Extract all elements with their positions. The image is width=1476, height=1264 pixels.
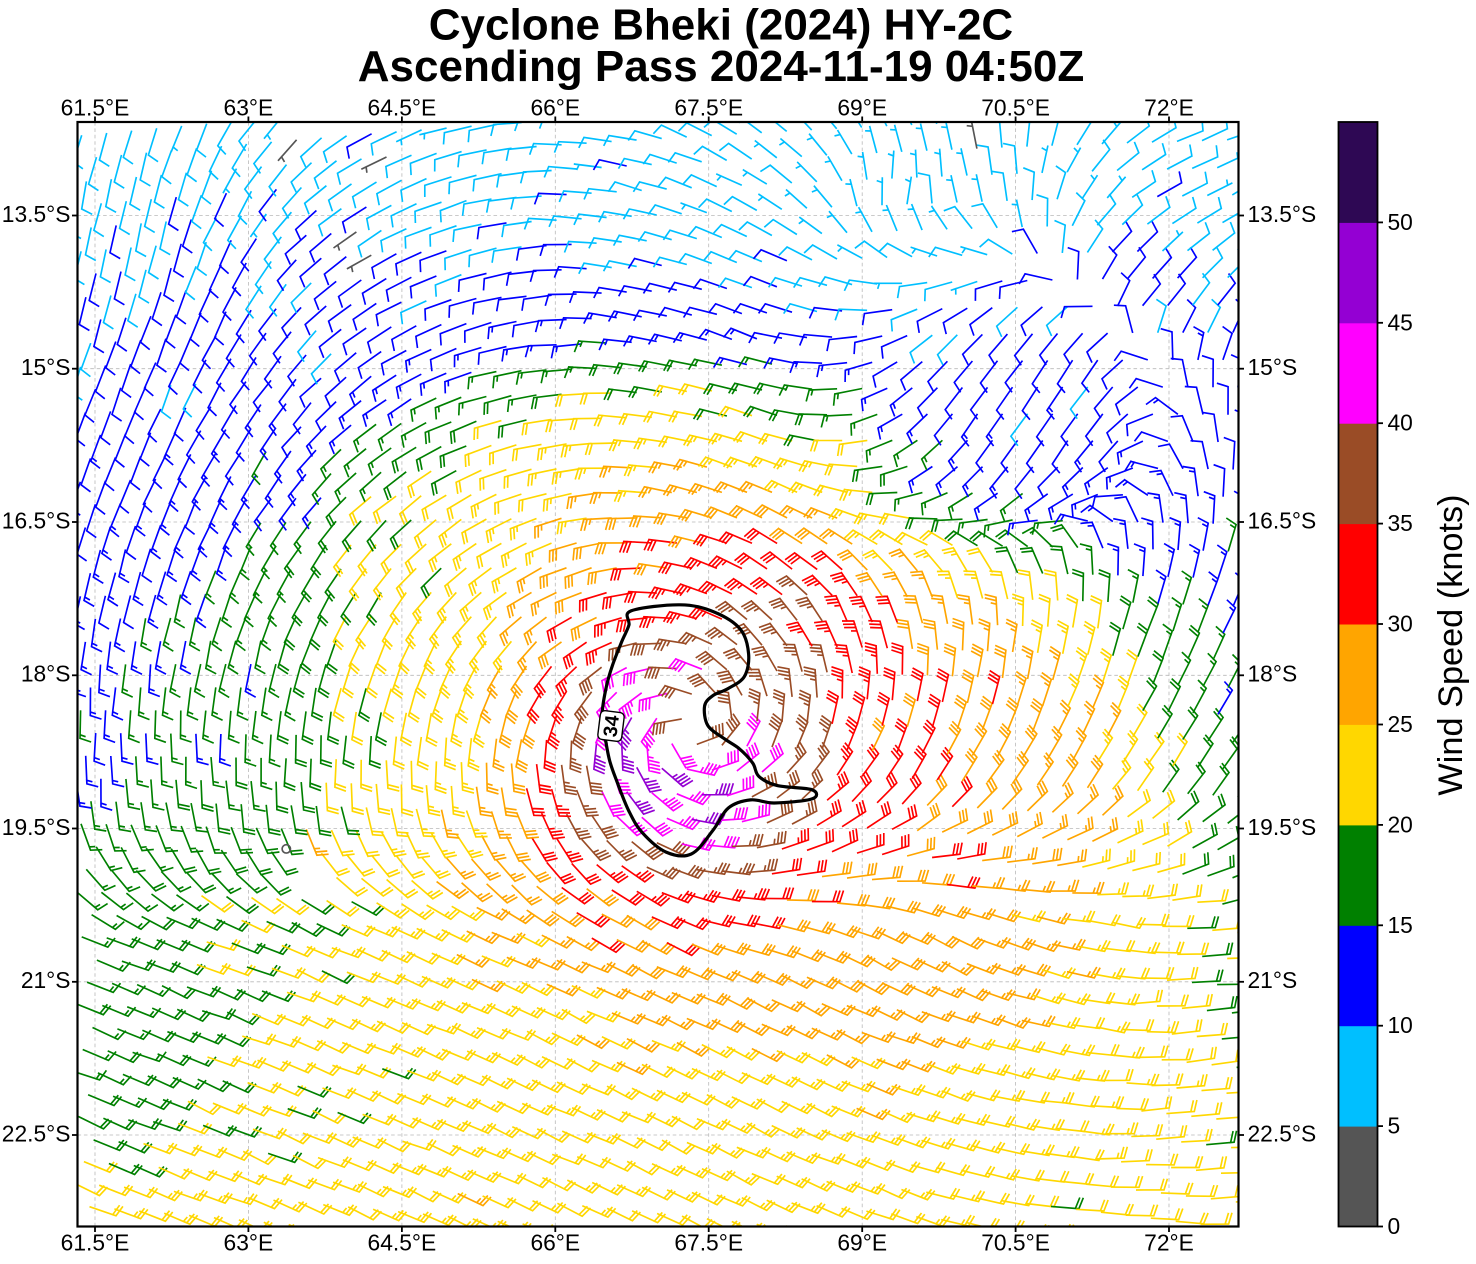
svg-text:21°S: 21°S [1248, 967, 1298, 993]
svg-text:72°E: 72°E [1144, 95, 1194, 121]
svg-text:25: 25 [1388, 711, 1413, 737]
svg-text:18°S: 18°S [1248, 661, 1298, 687]
svg-text:Wind Speed (knots): Wind Speed (knots) [1432, 494, 1470, 795]
svg-text:67.5°E: 67.5°E [674, 95, 743, 121]
svg-text:30: 30 [1388, 611, 1413, 637]
svg-text:15: 15 [1388, 912, 1413, 938]
svg-text:0: 0 [1388, 1213, 1401, 1239]
svg-text:22.5°S: 22.5°S [1248, 1120, 1317, 1146]
svg-text:16.5°S: 16.5°S [2, 507, 71, 533]
svg-text:66°E: 66°E [530, 1229, 580, 1255]
svg-text:61.5°E: 61.5°E [61, 1229, 130, 1255]
svg-text:50: 50 [1388, 209, 1413, 235]
svg-text:20: 20 [1388, 811, 1413, 837]
svg-text:19.5°S: 19.5°S [1248, 814, 1317, 840]
svg-text:22.5°S: 22.5°S [2, 1120, 71, 1146]
svg-text:Ascending Pass 2024-11-19 04:5: Ascending Pass 2024-11-19 04:50Z [358, 42, 1084, 91]
svg-text:61.5°E: 61.5°E [61, 95, 130, 121]
svg-text:21°S: 21°S [21, 967, 71, 993]
svg-text:5: 5 [1388, 1113, 1401, 1139]
svg-text:45: 45 [1388, 309, 1413, 335]
svg-text:10: 10 [1388, 1012, 1413, 1038]
svg-text:Cyclone Bheki (2024) HY-2C: Cyclone Bheki (2024) HY-2C [429, 0, 1013, 49]
svg-text:18°S: 18°S [21, 661, 71, 687]
svg-text:64.5°E: 64.5°E [368, 95, 437, 121]
svg-text:70.5°E: 70.5°E [981, 1229, 1050, 1255]
svg-text:69°E: 69°E [837, 95, 887, 121]
svg-text:63°E: 63°E [224, 95, 274, 121]
svg-text:35: 35 [1388, 510, 1413, 536]
svg-text:66°E: 66°E [530, 95, 580, 121]
svg-text:19.5°S: 19.5°S [2, 814, 71, 840]
svg-text:64.5°E: 64.5°E [368, 1229, 437, 1255]
svg-text:72°E: 72°E [1144, 1229, 1194, 1255]
svg-text:16.5°S: 16.5°S [1248, 507, 1317, 533]
svg-text:70.5°E: 70.5°E [981, 95, 1050, 121]
svg-text:34: 34 [599, 714, 623, 738]
svg-text:15°S: 15°S [21, 354, 71, 380]
svg-text:13.5°S: 13.5°S [1248, 201, 1317, 227]
svg-text:15°S: 15°S [1248, 354, 1298, 380]
svg-text:69°E: 69°E [837, 1229, 887, 1255]
svg-text:67.5°E: 67.5°E [674, 1229, 743, 1255]
svg-text:40: 40 [1388, 410, 1413, 436]
svg-text:13.5°S: 13.5°S [2, 201, 71, 227]
svg-text:63°E: 63°E [224, 1229, 274, 1255]
